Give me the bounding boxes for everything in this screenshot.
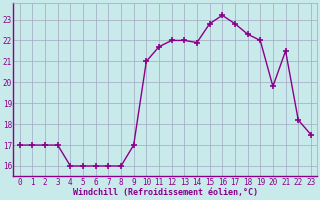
X-axis label: Windchill (Refroidissement éolien,°C): Windchill (Refroidissement éolien,°C)	[73, 188, 258, 197]
